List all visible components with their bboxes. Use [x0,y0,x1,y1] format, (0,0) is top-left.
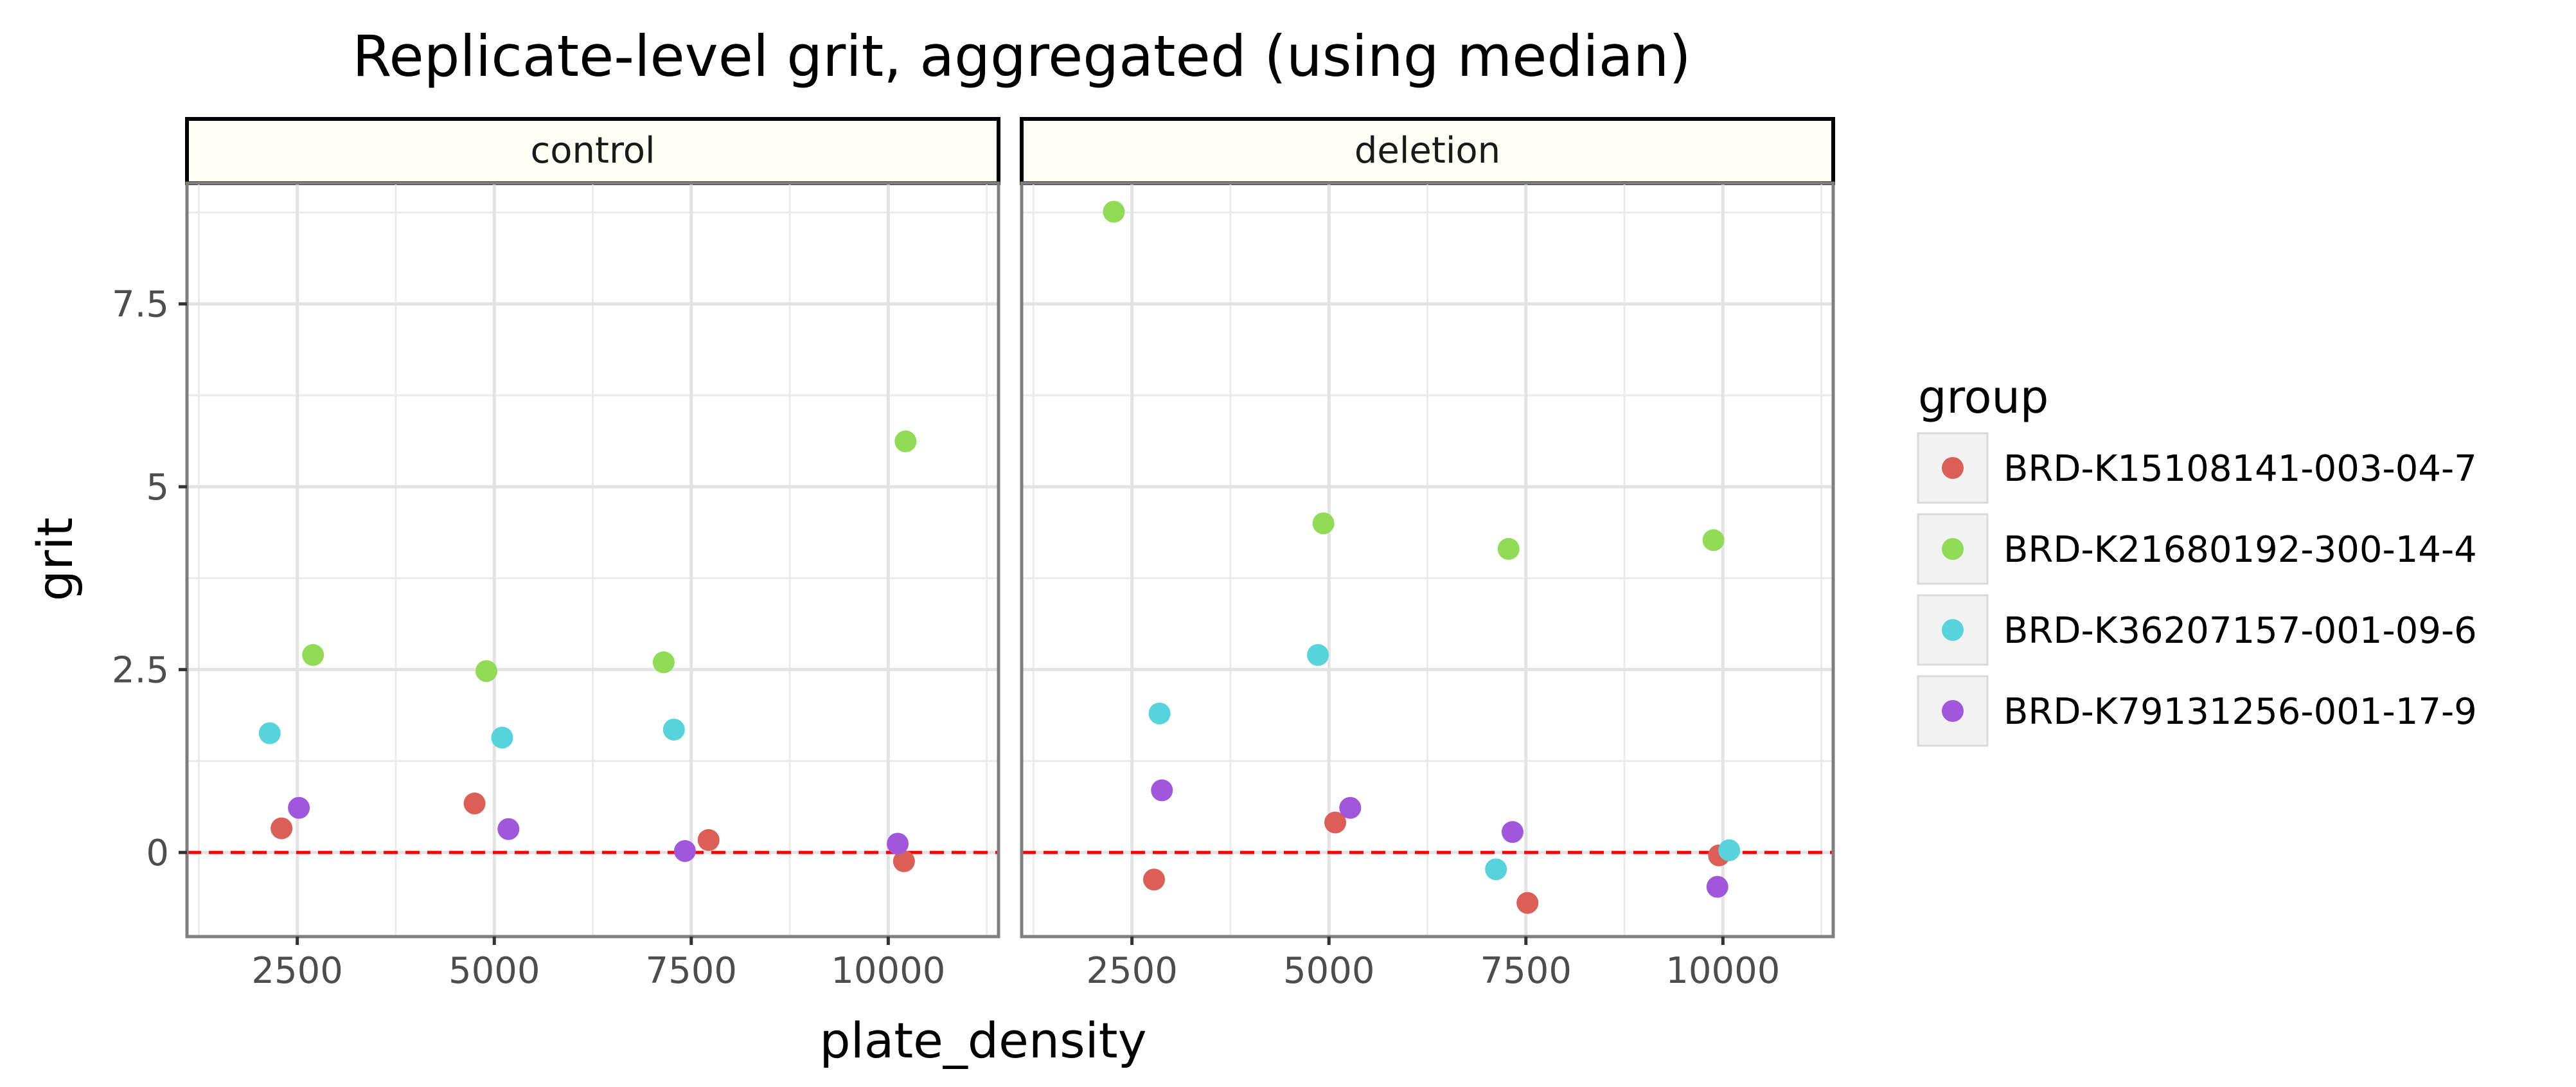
data-point [697,829,720,851]
data-point [302,643,324,666]
legend-entry-label: BRD-K21680192-300-14-4 [2003,529,2477,571]
strip-label-deletion: deletion [1355,130,1500,172]
data-point [652,651,675,674]
legend-entry-label: BRD-K15108141-003-04-7 [2003,448,2477,490]
data-point [497,818,520,840]
panel-border-control [185,181,1000,939]
legend: group BRD-K15108141-003-04-7 BRD-K2168019… [1917,371,2477,747]
data-point [1497,537,1520,560]
panels-layer: control 2500 5000 7500 10000 0 2.5 5 7.5 deletion… [112,117,1835,992]
data-point [893,850,915,872]
y-tick-label: 0 [146,832,169,874]
data-point [662,718,685,741]
chart-title: Replicate-level grit, aggregated (using … [352,23,1691,89]
legend-key-marker [1942,538,1964,560]
x-tick-label: 7500 [1480,950,1572,992]
data-point [288,796,310,819]
x-tick-label: 2500 [1086,950,1178,992]
x-tick-label: 10000 [1666,950,1780,992]
legend-entry-label: BRD-K36207157-001-09-6 [2003,610,2477,652]
legend-key-marker [1942,457,1964,479]
x-axis-title: plate_density [819,1012,1146,1069]
data-point [887,832,909,855]
data-point [271,817,293,840]
data-point [1307,643,1329,666]
panel-deletion: deletion 2500 5000 7500 10000 [1020,117,1835,992]
x-tick-label: 7500 [646,950,738,992]
legend-key-marker [1942,700,1964,722]
data-point [1143,868,1166,891]
data-point [1339,796,1362,819]
y-tick-label: 2.5 [112,650,169,692]
y-tick-label: 7.5 [112,284,169,326]
data-point [1516,892,1539,914]
x-tick-label: 5000 [1283,950,1375,992]
legend-entry-label: BRD-K79131256-001-17-9 [2003,691,2477,733]
panel-control: control 2500 5000 7500 10000 0 2.5 5 7.5 [112,117,1000,992]
data-point [673,840,696,862]
data-point [1324,811,1347,834]
data-point [1151,779,1173,802]
data-point [1702,529,1725,552]
legend-title: group [1918,371,2048,424]
strip-label-control: control [530,130,655,172]
strip-box-control [185,117,1000,185]
legend-key-marker [1942,619,1964,641]
data-point [1501,821,1523,843]
data-point [1103,201,1125,223]
x-tick-label: 10000 [831,950,945,992]
data-point [894,430,917,453]
data-point [1718,839,1741,861]
data-point [475,660,497,682]
x-tick-label: 2500 [251,950,343,992]
data-point [1706,876,1728,898]
data-point [258,722,281,744]
panel-border-deletion [1020,181,1835,939]
data-point [463,792,486,814]
data-point [1312,512,1335,535]
y-axis-title: grit [26,517,84,601]
data-point [491,726,513,749]
x-tick-label: 5000 [449,950,540,992]
y-tick-label: 5 [146,467,169,508]
data-point [1148,702,1171,724]
data-point [1485,858,1507,881]
